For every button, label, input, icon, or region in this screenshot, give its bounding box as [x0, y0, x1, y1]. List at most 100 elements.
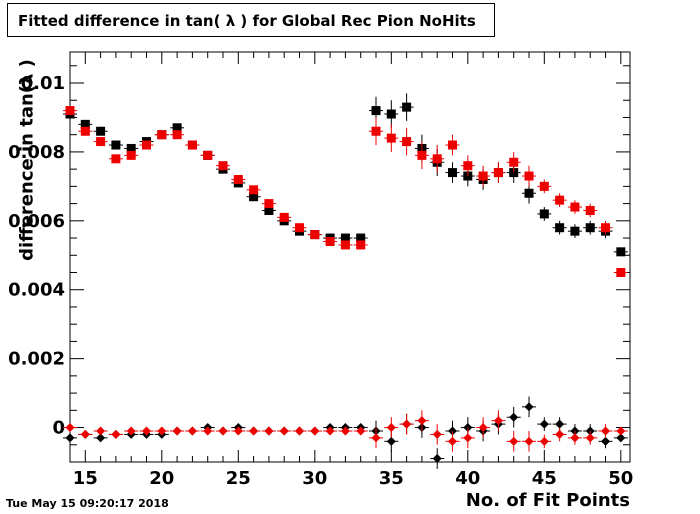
title-box: Fitted difference in tan( λ ) for Global…	[7, 3, 495, 37]
data-point	[111, 429, 121, 439]
data-point	[478, 423, 488, 433]
data-point	[172, 123, 182, 133]
data-point	[187, 426, 197, 436]
data-point	[539, 181, 549, 191]
x-axis-label: No. of Fit Points	[465, 490, 630, 511]
data-point	[310, 426, 320, 436]
x-tick-label: 50	[608, 468, 633, 489]
y-tick-label: 0.01	[21, 73, 65, 94]
data-point	[172, 426, 182, 436]
data-point	[203, 426, 213, 436]
data-point	[601, 436, 611, 446]
data-point	[509, 436, 519, 446]
data-point	[371, 106, 381, 116]
y-tick-label: 0.004	[8, 280, 65, 301]
data-point	[80, 119, 90, 129]
data-point	[448, 168, 458, 178]
data-point	[218, 426, 228, 436]
data-point	[585, 205, 595, 215]
data-point	[432, 454, 442, 464]
x-tick-label: 20	[149, 468, 174, 489]
data-point	[432, 154, 442, 164]
data-point	[585, 433, 595, 443]
data-point	[249, 192, 259, 202]
data-point	[432, 429, 442, 439]
data-point	[325, 426, 335, 436]
data-point	[570, 202, 580, 212]
data-point	[493, 168, 503, 178]
data-point	[386, 423, 396, 433]
data-point	[463, 161, 473, 171]
y-axis-label: difference in tan(λ )	[16, 59, 38, 261]
data-point	[448, 436, 458, 446]
data-point	[555, 223, 565, 233]
y-tick-label: 0.002	[8, 349, 65, 370]
data-point	[157, 426, 167, 436]
axis-ticks: 15 20 25 30 35 40 45 50 0 0.002 0.004 0.006 0.008 0.0…	[8, 52, 633, 489]
data-point	[386, 109, 396, 119]
data-point	[264, 205, 274, 215]
data-point	[249, 426, 259, 436]
data-point	[264, 426, 274, 436]
data-point	[340, 240, 350, 250]
data-point	[524, 402, 534, 412]
data-point	[340, 426, 350, 436]
series-1	[63, 106, 628, 278]
data-point	[539, 419, 549, 429]
timestamp: Tue May 15 09:20:17 2018	[6, 497, 169, 510]
data-point	[509, 412, 519, 422]
data-point	[111, 154, 121, 164]
data-point	[585, 223, 595, 233]
data-point	[65, 433, 75, 443]
data-point	[386, 133, 396, 143]
x-tick-label: 35	[379, 468, 404, 489]
data-point	[111, 140, 121, 150]
data-point	[126, 426, 136, 436]
y-tick-label: 0	[52, 418, 65, 439]
data-point	[555, 195, 565, 205]
data-point	[570, 226, 580, 236]
data-point	[310, 230, 320, 240]
y-tick-label: 0.008	[8, 142, 65, 163]
data-point	[142, 140, 152, 150]
data-point	[356, 240, 366, 250]
data-point	[478, 171, 488, 181]
data-point	[96, 137, 106, 147]
data-point	[65, 423, 75, 433]
data-point	[417, 150, 427, 160]
data-point	[524, 171, 534, 181]
data-point	[371, 126, 381, 136]
data-point	[386, 436, 396, 446]
data-point	[233, 426, 243, 436]
data-point	[295, 426, 305, 436]
data-point	[187, 140, 197, 150]
x-tick-label: 30	[302, 468, 327, 489]
data-point	[233, 174, 243, 184]
x-tick-label: 40	[455, 468, 480, 489]
data-point	[371, 433, 381, 443]
data-point	[555, 419, 565, 429]
data-point	[96, 433, 106, 443]
data-point	[493, 416, 503, 426]
data-point	[402, 102, 412, 112]
data-point	[402, 419, 412, 429]
data-point	[601, 426, 611, 436]
x-tick-label: 25	[226, 468, 251, 489]
data-point	[539, 209, 549, 219]
data-point	[616, 426, 626, 436]
data-point	[356, 233, 366, 243]
data-point	[555, 429, 565, 439]
data-point	[142, 426, 152, 436]
data-point	[80, 429, 90, 439]
data-point	[65, 106, 75, 116]
data-point	[126, 143, 136, 153]
data-point	[356, 426, 366, 436]
data-point	[218, 161, 228, 171]
plot-frame	[69, 51, 631, 463]
data-point	[463, 433, 473, 443]
data-point	[325, 236, 335, 246]
data-point	[616, 247, 626, 257]
series-3	[63, 410, 628, 452]
data-point	[601, 223, 611, 233]
